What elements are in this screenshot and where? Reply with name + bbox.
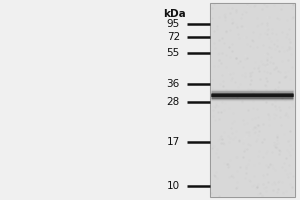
Bar (210, 3, 295, 197)
Text: 17: 17 (167, 137, 180, 147)
Text: 95: 95 (167, 19, 180, 29)
Text: 36: 36 (167, 79, 180, 89)
Text: 55: 55 (167, 48, 180, 58)
Bar (210, 3, 295, 197)
Text: 72: 72 (167, 32, 180, 42)
Bar (1, 1, 210, 199)
Text: kDa: kDa (163, 9, 186, 19)
Text: 10: 10 (167, 181, 180, 191)
Text: 28: 28 (167, 97, 180, 107)
